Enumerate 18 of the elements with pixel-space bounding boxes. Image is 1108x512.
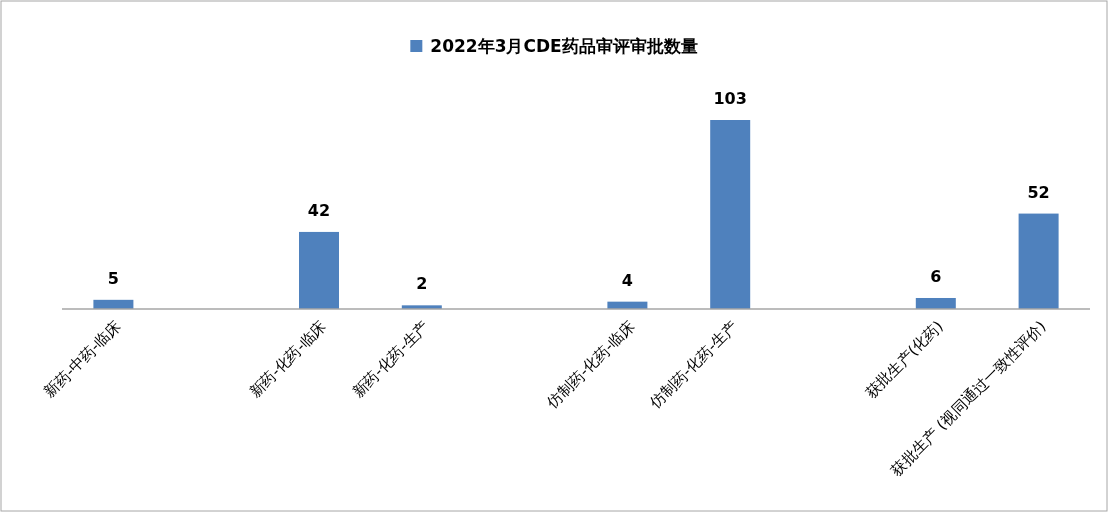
bar (710, 120, 751, 309)
bar (299, 231, 339, 309)
data-label: 5 (107, 268, 119, 288)
data-label: 4 (621, 270, 633, 290)
x-tick-label: 新药-化药-临床 (245, 317, 330, 402)
x-tick-label: 获批生产(化药) (861, 317, 947, 402)
x-tick-label: 新药-中药-临床 (40, 317, 125, 402)
bar (915, 297, 956, 309)
data-label: 103 (713, 89, 747, 108)
data-label: 2 (416, 274, 428, 294)
x-tick-label: 仿制药-化药-生产 (645, 317, 742, 413)
bar (1018, 213, 1059, 309)
x-tick-label: 新药-化药-生产 (348, 317, 433, 402)
x-tick-label: 仿制药-化药-临床 (542, 317, 639, 413)
legend: 2022年3月CDE药品审评审批数量 (410, 36, 698, 56)
data-label: 52 (1027, 182, 1050, 202)
data-label: 42 (307, 200, 331, 220)
data-label: 6 (930, 266, 942, 286)
